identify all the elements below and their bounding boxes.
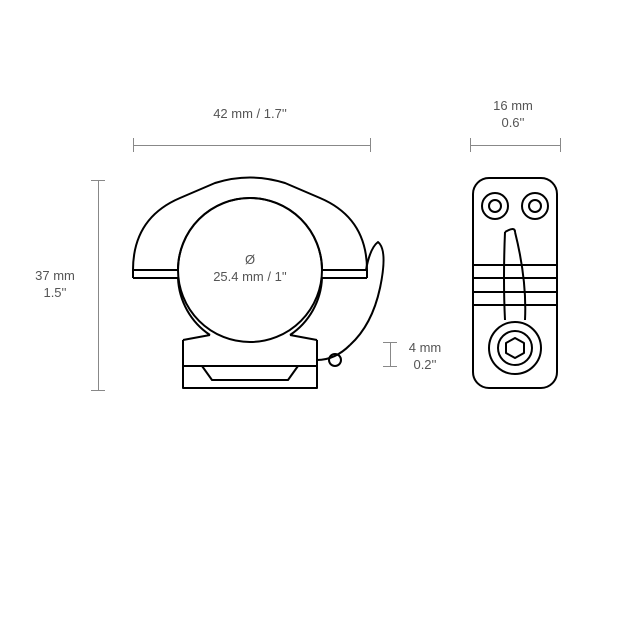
- dim-base-gap-mm: 4 mm: [409, 340, 442, 355]
- dim-height-left-mm: 37 mm: [35, 268, 75, 283]
- dim-base-gap: 4 mm 0.2'': [400, 340, 450, 374]
- dim-height-left-tick-b: [91, 390, 105, 391]
- dim-width-top-in: 1.7'': [264, 106, 287, 121]
- dim-height-left: 37 mm 1.5'': [25, 268, 85, 302]
- dim-width-side-in: 0.6'': [501, 115, 524, 130]
- dim-width-top: 42 mm / 1.7'': [160, 106, 340, 123]
- dim-base-gap-in: 0.2'': [413, 357, 436, 372]
- dim-height-left-in: 1.5'': [43, 285, 66, 300]
- dim-width-top-line: [133, 145, 370, 146]
- dim-width-side: 16 mm 0.6'': [478, 98, 548, 132]
- dim-width-top-mm: 42 mm: [213, 106, 253, 121]
- dim-height-left-tick-t: [91, 180, 105, 181]
- dim-width-side-tick-r: [560, 138, 561, 152]
- front-view-drawing: [120, 170, 400, 400]
- dim-height-left-line: [98, 180, 99, 390]
- dim-width-side-tick-l: [470, 138, 471, 152]
- dim-width-top-tick-l: [133, 138, 134, 152]
- dim-width-top-tick-r: [370, 138, 371, 152]
- side-view-drawing: [465, 170, 565, 400]
- dim-width-side-mm: 16 mm: [493, 98, 533, 113]
- dim-width-side-line: [470, 145, 560, 146]
